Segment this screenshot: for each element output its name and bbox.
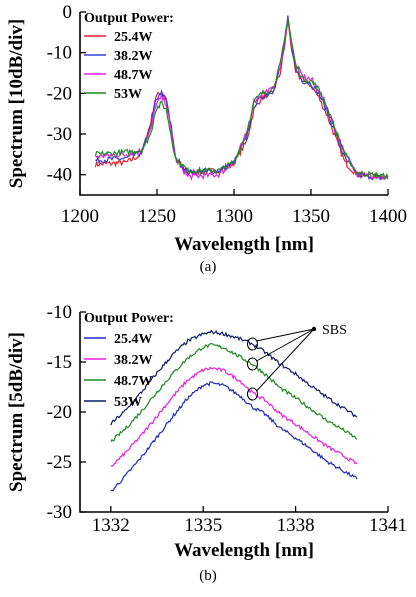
legend-label: 38.2W xyxy=(114,353,153,368)
legend-label: 53W xyxy=(114,87,142,102)
sbs-arrow-line xyxy=(256,328,315,342)
series-line-25.4W xyxy=(110,381,358,492)
x-tick-label: 1350 xyxy=(292,206,330,227)
figure-caption: (a) xyxy=(200,259,217,275)
x-tick-label: 1338 xyxy=(277,515,315,536)
legend-title: Output Power: xyxy=(84,11,174,26)
sbs-marker-circle xyxy=(246,337,258,351)
x-tick-label: 1250 xyxy=(138,206,176,227)
y-tick-label: -30 xyxy=(47,502,72,523)
y-tick-label: -15 xyxy=(47,352,72,373)
legend-title: Output Power: xyxy=(84,311,174,326)
legend-label: 25.4W xyxy=(114,30,153,45)
figure-caption: (b) xyxy=(199,568,217,584)
sbs-arrow-line xyxy=(256,328,315,392)
legend-label: 48.7W xyxy=(114,374,153,389)
x-tick-label: 1335 xyxy=(184,515,222,536)
y-tick-label: -25 xyxy=(47,452,72,473)
legend-label: 48.7W xyxy=(114,68,153,83)
legend-label: 25.4W xyxy=(114,332,153,347)
x-tick-label: 1200 xyxy=(61,206,99,227)
x-tick-label: 1400 xyxy=(369,206,407,227)
series-line-48.7W xyxy=(110,342,358,443)
series-line-38.2W xyxy=(110,366,358,467)
y-axis-label: Spectrum [10dB/div] xyxy=(6,19,27,188)
series-line-53W xyxy=(94,18,389,180)
y-tick-label: 0 xyxy=(63,2,73,23)
x-axis-label: Wavelength [nm] xyxy=(174,540,314,561)
x-tick-label: 1332 xyxy=(92,515,130,536)
y-tick-label: -10 xyxy=(47,43,72,64)
sbs-arrow-head xyxy=(311,326,317,332)
series-line-53W xyxy=(110,329,358,426)
legend-label: 38.2W xyxy=(114,49,153,64)
y-tick-label: -20 xyxy=(47,83,72,104)
sbs-arrow-line xyxy=(256,328,315,362)
y-tick-label: -40 xyxy=(47,165,72,186)
x-tick-label: 1341 xyxy=(369,515,407,536)
x-axis-label: Wavelength [nm] xyxy=(174,234,314,255)
sbs-annotation: SBS xyxy=(322,323,347,338)
y-axis-label: Spectrum [5dB/div] xyxy=(6,332,27,492)
sbs-marker-circle xyxy=(246,357,258,371)
y-tick-label: -10 xyxy=(47,302,72,323)
legend-label: 53W xyxy=(114,395,142,410)
sbs-marker-circle xyxy=(246,387,258,401)
y-tick-label: -20 xyxy=(47,402,72,423)
y-tick-label: -30 xyxy=(47,124,72,145)
x-tick-label: 1300 xyxy=(215,206,253,227)
